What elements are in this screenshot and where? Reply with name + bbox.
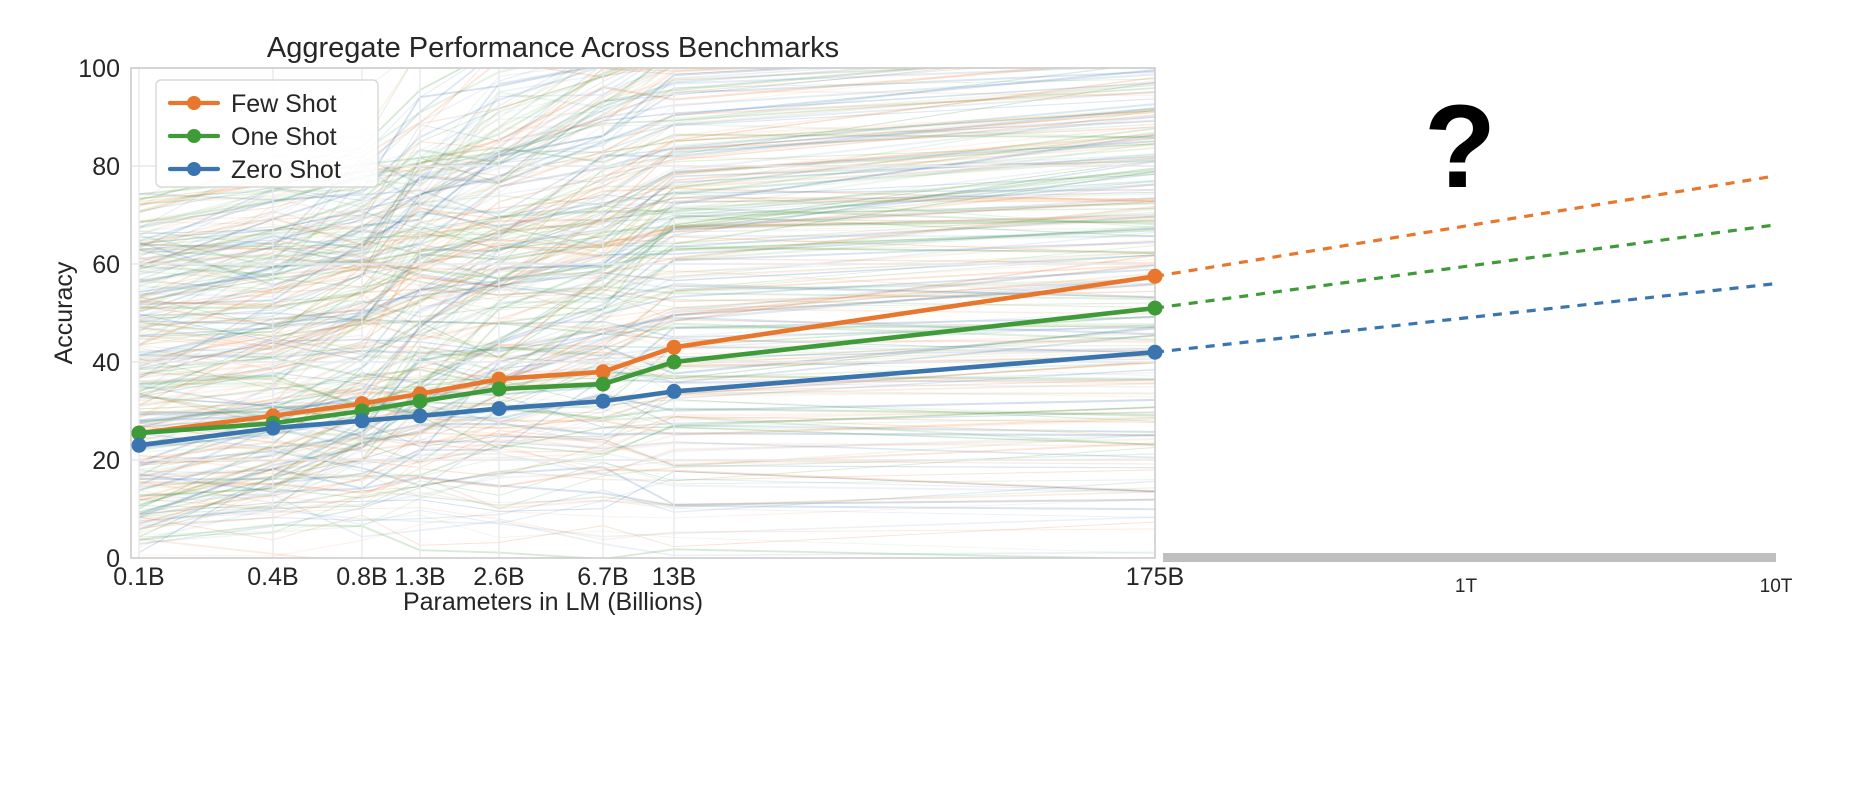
x-tick-label: 1.3B xyxy=(394,563,445,591)
legend-item[interactable]: Few Shot xyxy=(167,90,337,118)
legend-label: One Shot xyxy=(231,123,337,151)
y-tick-label: 100 xyxy=(78,55,120,83)
extension-axis-bar xyxy=(1163,553,1776,562)
y-tick-label: 60 xyxy=(92,251,120,279)
series-layer xyxy=(131,268,1163,453)
background-benchmark-lines xyxy=(138,68,1155,558)
question-mark-annotation: ? xyxy=(1424,81,1496,213)
x-tick-label: 13B xyxy=(652,563,696,591)
legend-label: Zero Shot xyxy=(231,156,341,184)
x-tick-label: 0.1B xyxy=(113,563,164,591)
legend-item[interactable]: One Shot xyxy=(167,123,337,151)
x-extension-tick-label: 1T xyxy=(1455,576,1478,597)
x-tick-label: 6.7B xyxy=(577,563,628,591)
y-tick-label: 0 xyxy=(106,545,120,573)
y-tick-label: 80 xyxy=(92,153,120,181)
x-tick-label: 2.6B xyxy=(473,563,524,591)
y-axis-title: Accuracy xyxy=(50,261,78,364)
x-axis-title: Parameters in LM (Billions) xyxy=(403,588,703,616)
chart-title: Aggregate Performance Across Benchmarks xyxy=(267,32,839,64)
x-tick-label: 0.8B xyxy=(336,563,387,591)
x-tick-label: 0.4B xyxy=(247,563,298,591)
legend-item[interactable]: Zero Shot xyxy=(167,156,341,184)
y-tick-label: 20 xyxy=(92,447,120,475)
x-tick-label: 175B xyxy=(1126,563,1184,591)
x-extension-tick-label: 10T xyxy=(1760,576,1793,597)
legend-label: Few Shot xyxy=(231,90,337,118)
extrapolation-layer xyxy=(1154,174,1777,354)
labels-layer: 0 20 40 60 80 100 0.1B 0.4B 0.8B 1.3B 2.6B 6.7B 13B 1… xyxy=(78,55,1792,597)
chart-legend: Few Shot One Shot Zero Shot xyxy=(155,79,379,188)
y-tick-label: 40 xyxy=(92,349,120,377)
